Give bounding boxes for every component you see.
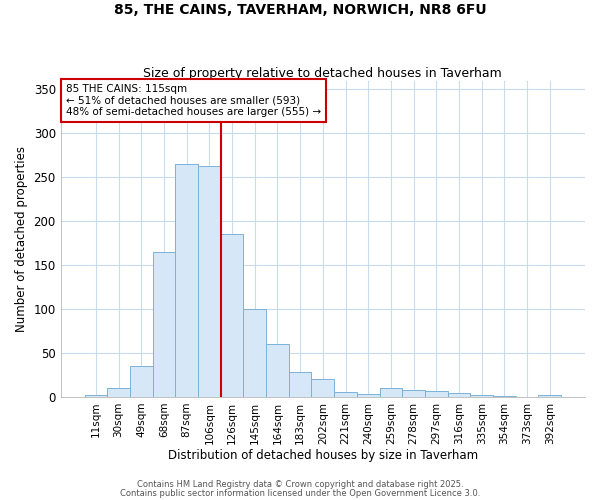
- Text: 85, THE CAINS, TAVERHAM, NORWICH, NR8 6FU: 85, THE CAINS, TAVERHAM, NORWICH, NR8 6F…: [113, 2, 487, 16]
- Bar: [357, 394, 380, 397]
- Bar: [130, 366, 152, 397]
- Bar: [493, 396, 516, 397]
- Bar: [311, 380, 334, 397]
- Title: Size of property relative to detached houses in Taverham: Size of property relative to detached ho…: [143, 66, 502, 80]
- Bar: [289, 372, 311, 397]
- Bar: [266, 344, 289, 397]
- Bar: [448, 392, 470, 397]
- Bar: [175, 164, 198, 397]
- Bar: [334, 392, 357, 397]
- Bar: [244, 309, 266, 397]
- Bar: [380, 388, 402, 397]
- Bar: [425, 391, 448, 397]
- X-axis label: Distribution of detached houses by size in Taverham: Distribution of detached houses by size …: [168, 450, 478, 462]
- Bar: [402, 390, 425, 397]
- Text: Contains HM Land Registry data © Crown copyright and database right 2025.: Contains HM Land Registry data © Crown c…: [137, 480, 463, 489]
- Y-axis label: Number of detached properties: Number of detached properties: [15, 146, 28, 332]
- Bar: [152, 252, 175, 397]
- Bar: [470, 395, 493, 397]
- Bar: [221, 234, 244, 397]
- Text: Contains public sector information licensed under the Open Government Licence 3.: Contains public sector information licen…: [120, 488, 480, 498]
- Bar: [198, 166, 221, 397]
- Bar: [107, 388, 130, 397]
- Bar: [538, 395, 561, 397]
- Bar: [85, 395, 107, 397]
- Text: 85 THE CAINS: 115sqm
← 51% of detached houses are smaller (593)
48% of semi-deta: 85 THE CAINS: 115sqm ← 51% of detached h…: [66, 84, 321, 117]
